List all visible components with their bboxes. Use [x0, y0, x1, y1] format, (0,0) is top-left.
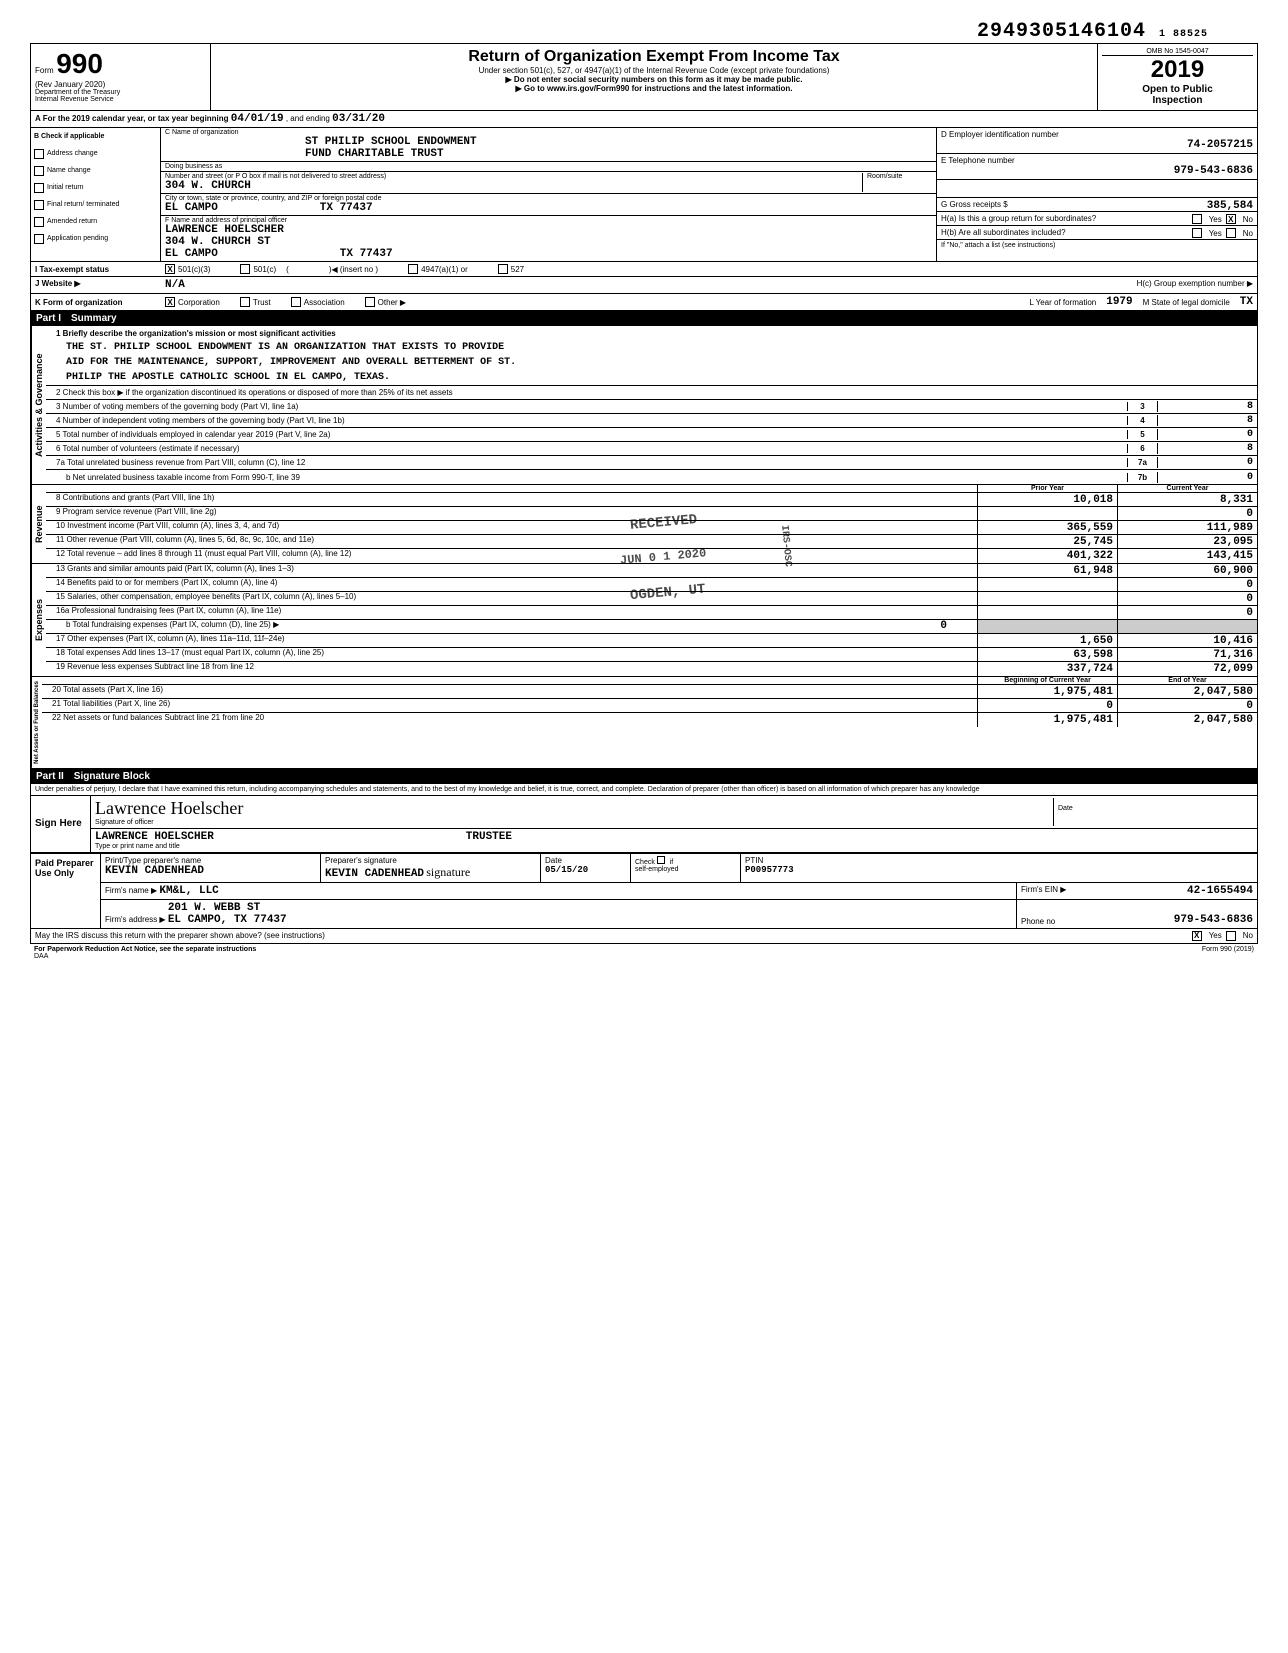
- h-note: If "No," attach a list (see instructions…: [937, 240, 1257, 251]
- check-application-pending: Application pending: [31, 230, 160, 247]
- part-2-header: Part II Signature Block: [30, 769, 1258, 784]
- form-header: Form 990 (Rev January 2020) Department o…: [30, 43, 1258, 111]
- website-row: J Website ▶ N/A H(c) Group exemption num…: [30, 277, 1258, 294]
- top-barcode-number: 2949305146104 1 88525: [30, 20, 1258, 43]
- checkbox-icon[interactable]: [34, 200, 44, 210]
- form-number-box: Form 990 (Rev January 2020) Department o…: [31, 44, 211, 110]
- check-initial-return: Initial return: [31, 179, 160, 196]
- governance-section: Activities & Governance 1 Briefly descri…: [30, 326, 1258, 485]
- checkbox-icon[interactable]: [240, 264, 250, 274]
- mission-line: THE ST. PHILIP SCHOOL ENDOWMENT IS AN OR…: [46, 340, 1257, 355]
- city-field: City or town, state or province, country…: [161, 194, 936, 216]
- phone-field: E Telephone number 979-543-6836: [937, 154, 1257, 180]
- checkbox-icon[interactable]: [34, 183, 44, 193]
- checkbox-icon[interactable]: [34, 234, 44, 244]
- checkbox-icon[interactable]: [408, 264, 418, 274]
- discuss-row: May the IRS discuss this return with the…: [30, 929, 1258, 944]
- column-header-row: Prior Year Current Year: [46, 485, 1257, 493]
- checkbox-icon[interactable]: X: [1192, 931, 1202, 941]
- gross-receipts-field: G Gross receipts $ 385,584: [937, 198, 1257, 212]
- check-column: B Check if applicable Address change Nam…: [31, 128, 161, 261]
- part-1-header: Part I Summary: [30, 311, 1258, 326]
- checkbox-icon[interactable]: X: [1226, 214, 1236, 224]
- checkbox-icon[interactable]: [34, 166, 44, 176]
- check-amended-return: Amended return: [31, 213, 160, 230]
- checkbox-icon[interactable]: X: [165, 297, 175, 307]
- officer-signature: Lawrence Hoelscher: [95, 798, 243, 818]
- column-header-row: Beginning of Current Year End of Year: [42, 677, 1257, 685]
- spacer: [937, 180, 1257, 198]
- paid-preparer-section: Paid Preparer Use Only Print/Type prepar…: [30, 854, 1258, 929]
- checkbox-icon[interactable]: [240, 297, 250, 307]
- section-b: B Check if applicable Address change Nam…: [30, 128, 1258, 262]
- checkbox-icon[interactable]: [1192, 228, 1202, 238]
- tax-exempt-status-row: I Tax-exempt status X501(c)(3) 501(c) ()…: [30, 262, 1258, 277]
- org-column: C Name of organization ST PHILIP SCHOOL …: [161, 128, 937, 261]
- h-b-field: H(b) Are all subordinates included? Yes …: [937, 226, 1257, 240]
- revenue-label: Revenue: [31, 485, 46, 563]
- checkbox-icon[interactable]: [34, 149, 44, 159]
- org-name-field: C Name of organization ST PHILIP SCHOOL …: [161, 128, 936, 162]
- checkbox-icon[interactable]: [657, 856, 665, 864]
- checkbox-icon[interactable]: [34, 217, 44, 227]
- mission-line: PHILIP THE APOSTLE CATHOLIC SCHOOL IN EL…: [46, 370, 1257, 386]
- checkbox-icon[interactable]: [1192, 214, 1202, 224]
- check-address-change: Address change: [31, 145, 160, 162]
- firm-address-row: Firm's address ▶ 201 W. WEBB ST Firm's a…: [101, 900, 1257, 928]
- year-box: OMB No 1545-0047 2019 Open to Public Ins…: [1097, 44, 1257, 110]
- form-title-box: Return of Organization Exempt From Incom…: [211, 44, 1097, 110]
- firm-name-row: Firm's name ▶ KM&L, LLC Firm's EIN ▶ 42-…: [101, 883, 1257, 900]
- check-final-return: Final return/ terminated: [31, 196, 160, 213]
- right-column: D Employer identification number 74-2057…: [937, 128, 1257, 261]
- declaration-text: Under penalties of perjury, I declare th…: [31, 784, 1257, 796]
- checkbox-icon[interactable]: [365, 297, 375, 307]
- signature-block: Under penalties of perjury, I declare th…: [30, 784, 1258, 854]
- mission-line: AID FOR THE MAINTENANCE, SUPPORT, IMPROV…: [46, 355, 1257, 370]
- preparer-name-row: Print/Type preparer's nameKEVIN CADENHEA…: [101, 854, 1257, 883]
- officer-name-row: LAWRENCE HOELSCHER TRUSTEE Type or print…: [91, 829, 1257, 852]
- checkbox-icon[interactable]: [291, 297, 301, 307]
- b-label: B Check if applicable: [31, 128, 160, 145]
- checkbox-icon[interactable]: [1226, 931, 1236, 941]
- net-assets-section: Net Assets or Fund Balances Beginning of…: [30, 677, 1258, 769]
- paid-preparer-label: Paid Preparer Use Only: [31, 854, 101, 928]
- officer-signature-row: Lawrence Hoelscher Signature of officer …: [91, 796, 1257, 829]
- net-assets-label: Net Assets or Fund Balances: [31, 677, 42, 768]
- ein-field: D Employer identification number 74-2057…: [937, 128, 1257, 154]
- governance-label: Activities & Governance: [31, 326, 46, 484]
- street-field: Number and street (or P O box if mail is…: [161, 172, 936, 194]
- expenses-section: Expenses 13 Grants and similar amounts p…: [30, 564, 1258, 677]
- expenses-label: Expenses: [31, 564, 46, 676]
- form-org-row: K Form of organization XCorporation Trus…: [30, 294, 1258, 311]
- row-a-tax-year: A For the 2019 calendar year, or tax yea…: [30, 111, 1258, 128]
- sign-here-label: Sign Here: [31, 796, 91, 852]
- footer-row: For Paperwork Reduction Act Notice, see …: [30, 944, 1258, 962]
- principal-officer-field: F Name and address of principal officer …: [161, 216, 936, 261]
- check-name-change: Name change: [31, 162, 160, 179]
- dba-field: Doing business as: [161, 162, 936, 172]
- h-a-field: H(a) Is this a group return for subordin…: [937, 212, 1257, 226]
- checkbox-icon[interactable]: [1226, 228, 1236, 238]
- checkbox-icon[interactable]: X: [165, 264, 175, 274]
- checkbox-icon[interactable]: [498, 264, 508, 274]
